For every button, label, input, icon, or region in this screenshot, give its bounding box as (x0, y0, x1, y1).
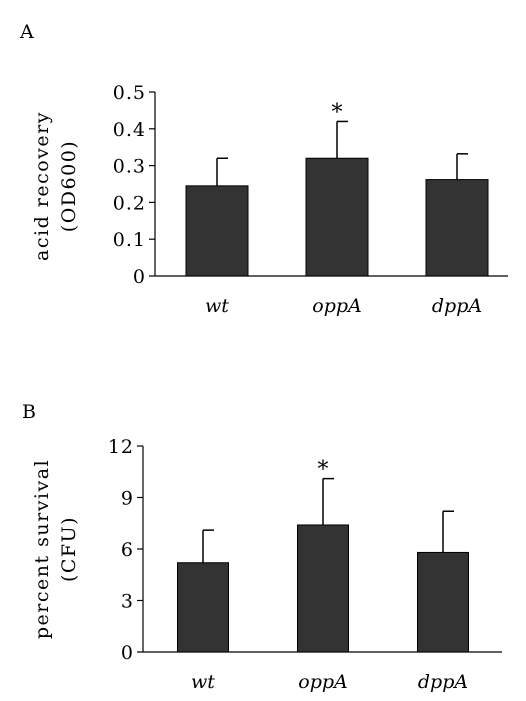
bar-a-dppA (425, 179, 489, 277)
category-label-a-dppA: dppA (432, 295, 482, 317)
y-tick-label-a: 0.3 (113, 156, 146, 178)
chart-panel-b: B percent survival (CFU) 0 3 6 9 12 wt * oppA dp… (22, 401, 502, 693)
panel-label-b: B (22, 401, 36, 423)
y-tick-label-b: 9 (121, 488, 134, 510)
bar-b-oppA (297, 524, 349, 653)
y-tick-label-a: 0 (133, 266, 146, 288)
y-tick-label-a: 0.4 (113, 119, 146, 141)
y-tick-label-b: 6 (121, 539, 134, 561)
bar-a-oppA (305, 157, 369, 277)
y-axis-label-b: percent survival (31, 459, 53, 639)
category-label-a-oppA: oppA (312, 295, 362, 317)
category-label-b-oppA: oppA (298, 671, 348, 693)
y-axis-unit-a: (OD600) (58, 140, 80, 232)
category-label-a-wt: wt (205, 295, 229, 317)
y-tick-label-b: 0 (121, 642, 134, 664)
y-tick-label-a: 0.2 (113, 192, 146, 214)
bar-b-wt (177, 562, 229, 653)
bar-a-wt (185, 185, 249, 277)
y-axis-unit-b: (CFU) (58, 516, 80, 582)
significance-marker-b: * (318, 458, 329, 483)
panel-label-a: A (19, 21, 34, 43)
y-tick-label-b: 12 (108, 436, 134, 458)
y-tick-label-a: 0.5 (113, 82, 146, 104)
chart-panel-a: A acid recovery (OD600) 0 0.1 0.2 0.3 0.4 0.5… (19, 21, 508, 317)
y-axis-label-a: acid recovery (31, 111, 53, 261)
category-label-b-wt: wt (191, 671, 215, 693)
y-tick-label-a: 0.1 (113, 229, 146, 251)
bar-b-dppA (417, 551, 469, 653)
category-label-b-dppA: dppA (418, 671, 468, 693)
significance-marker-a: * (332, 100, 343, 125)
y-tick-label-b: 3 (121, 591, 134, 613)
